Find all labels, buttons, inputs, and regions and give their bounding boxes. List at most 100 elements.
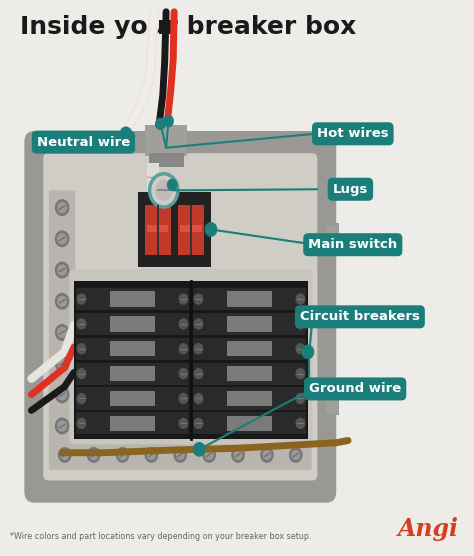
Circle shape [58, 359, 66, 369]
Circle shape [296, 369, 305, 379]
Bar [227, 416, 272, 431]
Circle shape [77, 319, 86, 329]
Bar [227, 291, 272, 307]
Circle shape [296, 418, 305, 428]
Bar [110, 366, 155, 381]
Circle shape [58, 265, 66, 275]
Bar [324, 224, 338, 254]
Bar [227, 316, 272, 331]
Circle shape [150, 173, 178, 207]
Circle shape [77, 369, 86, 379]
Circle shape [55, 356, 69, 371]
Circle shape [58, 421, 66, 431]
Bar [76, 288, 189, 310]
Bar [147, 225, 168, 232]
Text: Neutral wire: Neutral wire [37, 136, 130, 148]
Bar [324, 384, 338, 415]
Circle shape [194, 319, 203, 329]
Circle shape [155, 180, 173, 201]
Text: *Wire colors and part locations vary depending on your breaker box setup.: *Wire colors and part locations vary dep… [10, 533, 311, 542]
Circle shape [296, 344, 305, 354]
Circle shape [194, 369, 203, 379]
Circle shape [58, 296, 66, 306]
Bar [193, 413, 306, 434]
Text: Lugs: Lugs [333, 183, 368, 196]
FancyBboxPatch shape [325, 225, 338, 253]
Bar [110, 291, 155, 307]
Circle shape [145, 448, 157, 462]
Circle shape [61, 450, 69, 459]
FancyBboxPatch shape [49, 190, 75, 443]
Circle shape [205, 223, 217, 236]
Circle shape [179, 344, 188, 354]
Bar [193, 363, 306, 385]
Circle shape [302, 345, 314, 359]
FancyBboxPatch shape [69, 269, 313, 444]
Bar [180, 225, 201, 232]
Circle shape [296, 294, 305, 304]
Circle shape [193, 443, 205, 456]
Circle shape [179, 319, 188, 329]
Circle shape [179, 418, 188, 428]
Circle shape [179, 369, 188, 379]
Bar [76, 363, 189, 385]
Text: Main switch: Main switch [308, 238, 397, 251]
Text: Inside your breaker box: Inside your breaker box [19, 14, 356, 38]
Bar [147, 163, 159, 193]
Circle shape [59, 448, 71, 462]
Circle shape [156, 118, 165, 130]
Circle shape [232, 448, 244, 462]
Circle shape [77, 418, 86, 428]
Bar [156, 205, 159, 255]
Circle shape [55, 262, 69, 278]
Circle shape [77, 394, 86, 404]
Circle shape [117, 448, 128, 462]
Bar [193, 288, 306, 310]
Circle shape [58, 390, 66, 400]
Text: Hot wires: Hot wires [317, 127, 389, 140]
Circle shape [55, 387, 69, 403]
Circle shape [55, 200, 69, 215]
Circle shape [77, 344, 86, 354]
Circle shape [55, 231, 69, 247]
Bar [190, 205, 192, 255]
Bar [145, 205, 171, 255]
Circle shape [292, 450, 300, 459]
Bar [76, 388, 189, 410]
Circle shape [176, 450, 184, 459]
Circle shape [167, 179, 177, 190]
Circle shape [88, 448, 100, 462]
Circle shape [179, 394, 188, 404]
Circle shape [205, 450, 213, 459]
Circle shape [58, 202, 66, 212]
Bar [110, 316, 155, 331]
Bar [178, 205, 204, 255]
Circle shape [174, 448, 186, 462]
Bar [227, 391, 272, 406]
Bar [149, 153, 183, 167]
Circle shape [296, 394, 305, 404]
Circle shape [194, 418, 203, 428]
Circle shape [263, 450, 271, 459]
Text: Ground wire: Ground wire [309, 383, 401, 395]
Circle shape [58, 327, 66, 337]
Bar [76, 337, 189, 360]
Bar [145, 126, 187, 156]
FancyBboxPatch shape [43, 153, 318, 480]
Circle shape [55, 294, 69, 309]
Bar [227, 366, 272, 381]
Bar [193, 337, 306, 360]
Bar [74, 281, 308, 439]
Circle shape [55, 418, 69, 434]
Bar [110, 416, 155, 431]
Text: Angi: Angi [398, 518, 459, 542]
Bar [76, 313, 189, 335]
Bar [76, 413, 189, 434]
Circle shape [164, 116, 173, 127]
Circle shape [290, 448, 302, 462]
Circle shape [55, 325, 69, 340]
Circle shape [194, 294, 203, 304]
Text: Circuit breakers: Circuit breakers [300, 310, 420, 324]
Circle shape [179, 294, 188, 304]
Circle shape [90, 450, 98, 459]
